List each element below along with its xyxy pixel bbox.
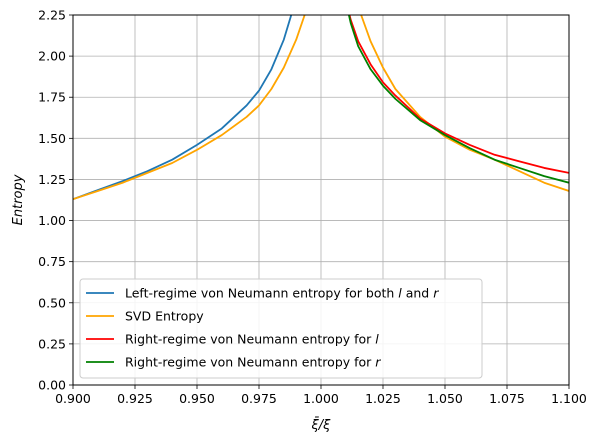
legend: Left-regime von Neumann entropy for both… [79,278,483,379]
y-axis-label: Entropy [11,174,26,225]
y-tick-label: 1.50 [38,131,66,146]
x-tick-label: 1.000 [303,391,339,406]
x-tick-label: 0.950 [179,391,215,406]
series-line-0 [73,15,293,201]
y-tick-label: 1.25 [38,172,66,187]
x-tick-label: 0.900 [55,391,91,406]
x-axis-ticks: 0.900 0.925 0.950 0.975 1.000 1.025 1.050 1.075… [55,385,587,406]
legend-box [79,278,483,379]
y-axis-ticks: 0.00 0.25 0.50 0.75 1.00 1.25 1.50 1.75 2.00 2.25 [38,8,73,393]
y-tick-label: 1.75 [38,90,66,105]
legend-label-2: Right-regime von Neumann entropy for l [125,332,379,347]
legend-entries: Left-regime von Neumann entropy for both… [86,286,439,370]
x-tick-label: 1.050 [427,391,463,406]
series-lines [73,15,569,201]
series-line-3 [347,15,569,184]
y-tick-label: 0.75 [38,254,66,269]
legend-label-1: SVD Entropy [125,309,204,324]
y-tick-label: 0.00 [38,378,66,393]
x-tick-label: 0.975 [241,391,277,406]
x-tick-label: 0.925 [117,391,153,406]
x-tick-label: 1.025 [365,391,401,406]
legend-label-0: Left-regime von Neumann entropy for both… [125,286,439,301]
y-tick-label: 1.00 [38,213,66,228]
x-tick-label: 1.075 [489,391,525,406]
y-tick-label: 0.25 [38,336,66,351]
y-tick-label: 2.00 [38,49,66,64]
y-tick-label: 2.25 [38,8,66,23]
legend-label-3: Right-regime von Neumann entropy for r [125,355,381,370]
x-axis-label: ξ̄/ξ [311,418,332,433]
y-tick-label: 0.50 [38,295,66,310]
x-tick-label: 1.100 [551,391,587,406]
series-line-2 [348,15,569,174]
